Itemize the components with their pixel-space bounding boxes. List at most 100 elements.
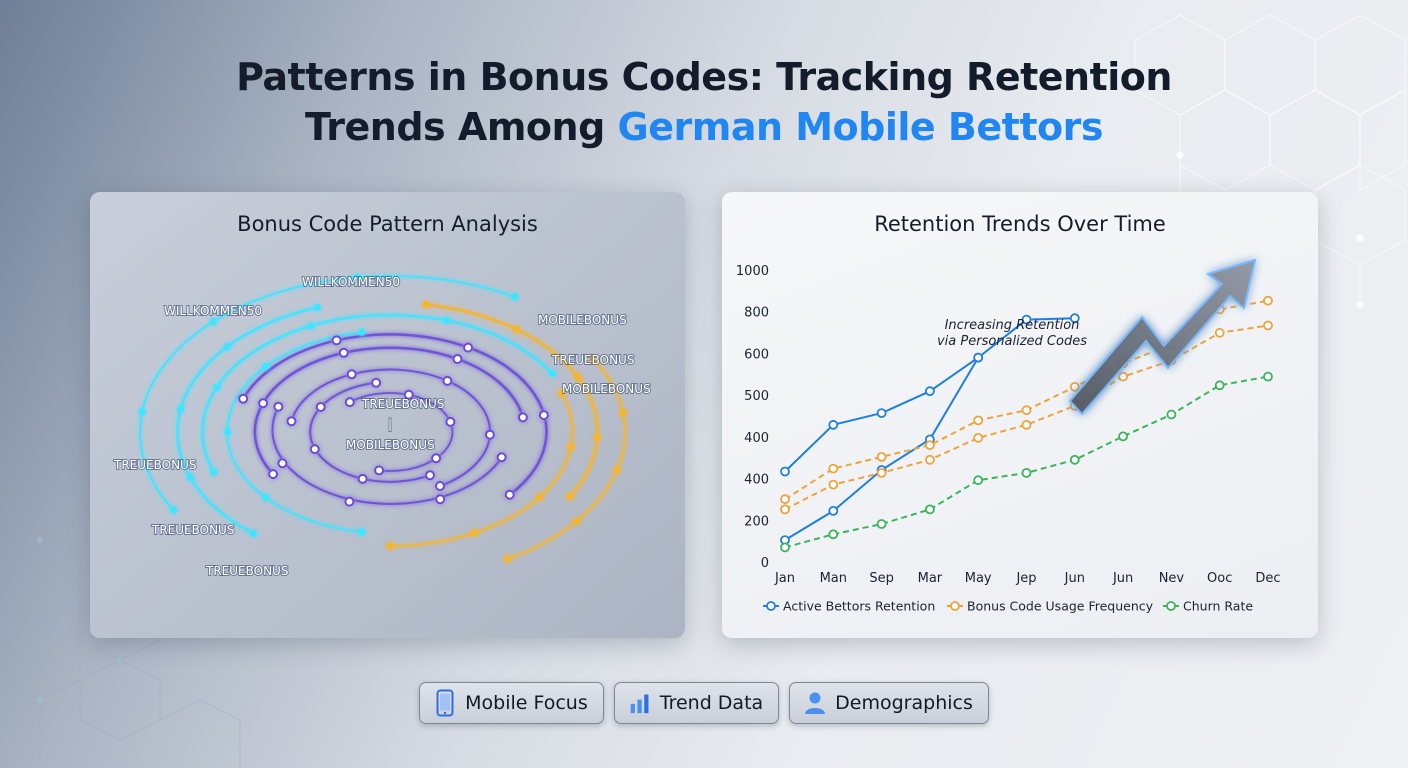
annotation-line-1: Increasing Retention xyxy=(945,318,1080,333)
y-tick-label: 1000 xyxy=(736,264,769,279)
code-label: MOBILEBONUS xyxy=(538,313,627,327)
spiral-node xyxy=(435,481,445,491)
spiral-node xyxy=(169,506,178,514)
data-point xyxy=(876,467,887,478)
chart-legend: Active Bettors Retention Bonus Code Usage… xyxy=(763,599,1253,614)
spiral-node xyxy=(258,398,269,409)
x-tick-label: Jan xyxy=(774,571,795,586)
data-point xyxy=(876,451,887,462)
spiral-node xyxy=(613,466,621,474)
data-point xyxy=(924,386,935,397)
y-axis: 0 200 400 400 500 600 800 1000 xyxy=(736,264,769,571)
spiral-node xyxy=(566,493,574,501)
annotation-line-2: via Personalized Codes xyxy=(937,334,1087,349)
data-point xyxy=(1069,454,1080,465)
data-point xyxy=(780,494,790,505)
spiral-node xyxy=(138,408,146,416)
spiral-node xyxy=(512,325,520,333)
spiral-node xyxy=(574,373,582,381)
spiral-node xyxy=(210,468,218,476)
data-point xyxy=(1263,320,1273,331)
spiral-node xyxy=(261,363,270,371)
data-point xyxy=(1263,295,1273,306)
spiral-node xyxy=(186,473,194,481)
spiral-node xyxy=(286,416,297,427)
x-tick-label: Sep xyxy=(869,571,894,586)
spiral-arc xyxy=(424,303,599,498)
data-point xyxy=(924,454,935,465)
y-tick-label: 200 xyxy=(744,514,769,529)
spiral-node xyxy=(517,412,528,423)
x-tick-label: Nev xyxy=(1159,571,1185,586)
code-label-separator: | xyxy=(388,417,392,431)
chip-demographics[interactable]: Demographics xyxy=(789,682,989,724)
title-line-2-prefix: Trends Among xyxy=(305,105,618,149)
code-label: WILLKOMMEN50 xyxy=(164,304,262,318)
series-line xyxy=(784,357,980,541)
spiral-node xyxy=(261,493,270,501)
x-tick-label: Jun xyxy=(1064,571,1085,586)
retention-panel: Retention Trends Over Time 0 200 400 400 500… xyxy=(722,192,1318,638)
spiral-node xyxy=(463,342,474,353)
chip-trend-data[interactable]: Trend Data xyxy=(613,682,780,724)
title-line-2: Trends Among German Mobile Bettors xyxy=(0,102,1408,152)
data-point xyxy=(828,529,839,540)
retention-chart-title: Retention Trends Over Time xyxy=(874,212,1166,236)
legend-label: Bonus Code Usage Frequency xyxy=(967,599,1154,614)
data-point xyxy=(1166,409,1177,420)
spiral-node xyxy=(344,496,355,507)
spiral-node xyxy=(249,530,257,538)
spiral-node xyxy=(403,389,414,400)
y-tick-label: 600 xyxy=(744,347,769,362)
bonus-code-panel-title: Bonus Code Pattern Analysis xyxy=(237,212,538,236)
spiral-node xyxy=(619,409,627,417)
bonus-code-panel: Bonus Code Pattern Analysis WILLKOMMEN50… xyxy=(90,192,685,638)
legend-swatch-marker xyxy=(950,601,960,611)
data-point xyxy=(1069,381,1080,392)
mobile-phone-icon xyxy=(434,689,456,717)
x-tick-label: May xyxy=(965,571,992,586)
x-tick-label: Man xyxy=(820,571,847,586)
spiral-node xyxy=(357,473,368,484)
code-label: MOBILEBONUS xyxy=(562,382,651,396)
legend-label: Churn Rate xyxy=(1183,599,1253,614)
legend-label: Active Bettors Retention xyxy=(783,599,935,614)
trend-arrow-icon xyxy=(1068,258,1257,416)
data-point xyxy=(1118,431,1129,442)
chip-mobile-focus[interactable]: Mobile Focus xyxy=(419,682,604,724)
spiral-node xyxy=(331,335,342,346)
spiral-node xyxy=(567,443,575,451)
spiral-nodes xyxy=(138,273,627,563)
data-point xyxy=(1021,405,1032,416)
data-point xyxy=(780,504,790,515)
series-4 xyxy=(780,371,1273,553)
data-point xyxy=(828,463,839,474)
data-point xyxy=(973,432,984,443)
spiral-node xyxy=(358,528,366,536)
spiral-node xyxy=(557,389,566,397)
spiral-node xyxy=(535,493,544,501)
data-point xyxy=(828,419,839,430)
bonus-code-spiral: WILLKOMMEN50 WILLKOMMEN50 MOBILEBONUS TR… xyxy=(112,273,652,579)
data-point xyxy=(828,505,839,516)
spiral-node xyxy=(504,489,515,500)
x-tick-label: Jep xyxy=(1015,571,1036,586)
spiral-node xyxy=(470,529,478,537)
data-point xyxy=(1118,371,1129,382)
spiral-node xyxy=(209,318,217,326)
person-icon xyxy=(804,689,826,717)
legend-item: Churn Rate xyxy=(1163,599,1253,614)
spiral-node xyxy=(572,517,580,525)
spiral-node xyxy=(431,453,442,464)
spiral-node xyxy=(496,452,507,463)
series-1 xyxy=(780,352,984,546)
chip-label: Demographics xyxy=(835,692,973,714)
data-point xyxy=(876,408,887,419)
legend-swatch-marker xyxy=(1166,601,1176,611)
data-point xyxy=(1263,371,1273,382)
spiral-node xyxy=(353,273,361,281)
code-labels: WILLKOMMEN50 WILLKOMMEN50 MOBILEBONUS TR… xyxy=(112,274,652,579)
series-line xyxy=(784,324,1269,511)
spiral-node xyxy=(273,401,284,412)
